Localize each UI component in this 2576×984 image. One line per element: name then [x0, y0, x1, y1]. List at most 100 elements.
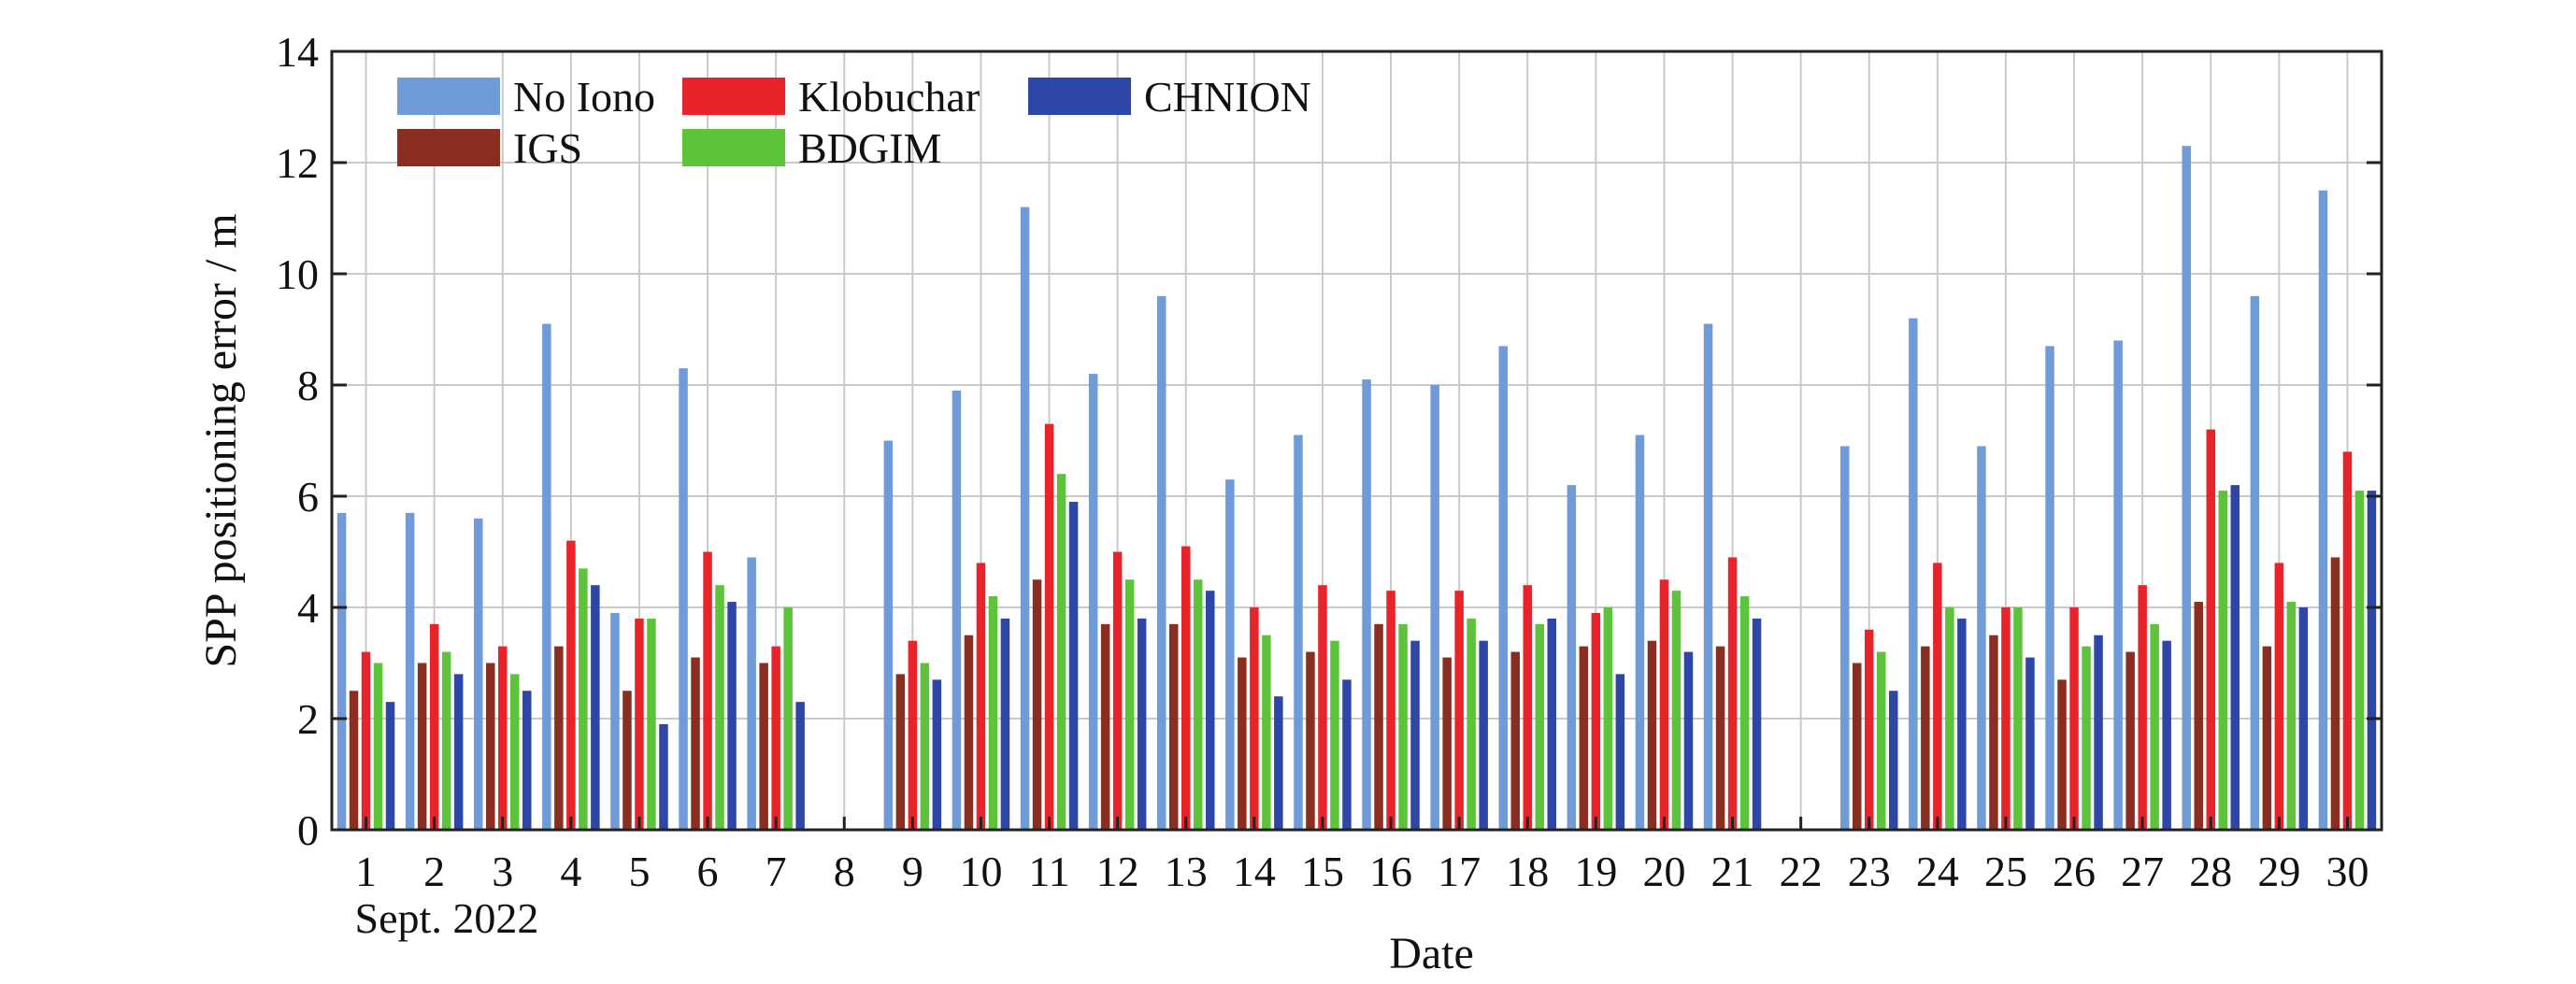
- legend-swatch-klobuchar: [682, 78, 785, 115]
- x-tick-label: 1: [355, 848, 377, 895]
- bar-no-iono-11: [1020, 207, 1030, 831]
- bar-igs-6: [691, 657, 700, 830]
- bar-no-iono-14: [1225, 479, 1235, 830]
- y-tick-label: 14: [276, 28, 319, 76]
- bar-bdgim-14: [1262, 635, 1271, 830]
- bar-no-iono-26: [2045, 346, 2054, 831]
- bar-klobuchar-11: [1044, 423, 1054, 830]
- bar-igs-25: [1989, 635, 1998, 830]
- bar-chnion-23: [1889, 691, 1898, 830]
- bar-igs-1: [349, 691, 359, 830]
- bar-igs-15: [1306, 651, 1315, 830]
- bar-bdgim-25: [2013, 607, 2023, 830]
- bar-klobuchar-12: [1112, 551, 1123, 830]
- x-tick-label: 8: [834, 848, 855, 895]
- x-tick-label: 18: [1506, 848, 1549, 895]
- bar-bdgim-20: [1671, 591, 1682, 830]
- bar-no-iono-9: [883, 440, 894, 830]
- bar-bdgim-23: [1877, 651, 1886, 830]
- bar-bdgim-2: [441, 651, 451, 830]
- bar-bdgim-24: [1945, 607, 1954, 830]
- bar-igs-19: [1579, 646, 1589, 830]
- y-tick-label: 12: [276, 139, 319, 187]
- bar-igs-29: [2262, 646, 2272, 830]
- bar-chnion-30: [2367, 491, 2377, 830]
- bar-igs-28: [2194, 602, 2203, 830]
- bar-igs-11: [1032, 579, 1042, 830]
- x-tick-label: 22: [1780, 848, 1823, 895]
- bar-bdgim-10: [988, 596, 998, 830]
- bar-no-iono-5: [610, 612, 620, 830]
- legend-label-igs: IGS: [513, 124, 582, 172]
- bar-igs-27: [2125, 651, 2135, 830]
- bar-no-iono-18: [1498, 346, 1508, 831]
- y-tick-label: 6: [297, 473, 319, 521]
- bar-no-iono-1: [336, 512, 347, 830]
- x-tick-label: 6: [697, 848, 719, 895]
- y-tick-label: 10: [276, 250, 319, 298]
- bar-bdgim-15: [1330, 640, 1339, 830]
- bar-no-iono-28: [2182, 146, 2191, 830]
- bar-bdgim-7: [783, 607, 793, 830]
- bar-bdgim-21: [1739, 596, 1750, 830]
- bar-chnion-28: [2230, 485, 2240, 830]
- bar-chnion-10: [1000, 618, 1010, 830]
- bar-chnion-15: [1342, 679, 1352, 830]
- bar-klobuchar-6: [703, 551, 712, 830]
- x-tick-label: 28: [2189, 848, 2232, 895]
- x-tick-label: 7: [766, 848, 787, 895]
- legend-swatch-chnion: [1028, 78, 1131, 115]
- bar-chnion-16: [1410, 640, 1420, 830]
- legend-swatch-igs: [397, 129, 500, 166]
- bar-bdgim-3: [510, 674, 520, 830]
- bar-chnion-12: [1137, 618, 1147, 830]
- bar-chnion-6: [727, 602, 737, 830]
- bar-no-iono-13: [1157, 295, 1166, 830]
- bar-bdgim-16: [1398, 623, 1408, 830]
- bar-klobuchar-9: [908, 640, 918, 830]
- bar-igs-17: [1442, 657, 1452, 830]
- x-tick-label: 25: [1984, 848, 2027, 895]
- bars-layer: [336, 146, 2377, 831]
- bar-igs-18: [1510, 651, 1520, 830]
- bar-igs-20: [1647, 640, 1657, 830]
- bar-no-iono-25: [1977, 446, 1986, 830]
- legend-label-klobuchar: Klobuchar: [798, 73, 980, 121]
- bar-chnion-27: [2162, 640, 2171, 830]
- x-tick-label: 10: [959, 848, 1002, 895]
- bar-igs-16: [1374, 623, 1383, 830]
- x-tick-label: 12: [1096, 848, 1139, 895]
- bar-klobuchar-27: [2138, 585, 2147, 830]
- bar-klobuchar-15: [1318, 585, 1327, 830]
- bar-chnion-26: [2094, 635, 2103, 830]
- legend-label-bdgim: BDGIM: [798, 124, 941, 172]
- bar-no-iono-6: [679, 368, 688, 830]
- bar-igs-3: [486, 663, 495, 830]
- bar-bdgim-6: [715, 585, 724, 830]
- bar-klobuchar-7: [771, 646, 780, 830]
- bar-klobuchar-25: [2001, 607, 2011, 830]
- legend-label-no-iono: No Iono: [513, 73, 655, 121]
- bar-bdgim-28: [2218, 491, 2227, 830]
- bar-no-iono-27: [2113, 340, 2123, 830]
- bar-no-iono-12: [1088, 374, 1098, 830]
- bar-klobuchar-19: [1591, 612, 1601, 830]
- bar-igs-21: [1715, 646, 1725, 830]
- bar-igs-14: [1238, 657, 1247, 830]
- bar-klobuchar-16: [1386, 591, 1395, 830]
- bar-igs-24: [1921, 646, 1930, 830]
- legend: No Iono Klobuchar CHNION IGS BDGIM: [397, 73, 1311, 172]
- bar-klobuchar-18: [1523, 585, 1532, 830]
- bar-bdgim-12: [1124, 579, 1135, 830]
- bar-chnion-25: [2025, 657, 2035, 830]
- x-tick-label: 30: [2326, 848, 2368, 895]
- x-tick-label: 4: [560, 848, 581, 895]
- bar-igs-5: [623, 691, 632, 830]
- x-tick-label: 15: [1301, 848, 1344, 895]
- bar-no-iono-20: [1635, 435, 1645, 830]
- bar-chnion-11: [1068, 501, 1079, 830]
- bar-bdgim-5: [647, 618, 656, 830]
- legend-swatch-bdgim: [682, 129, 785, 166]
